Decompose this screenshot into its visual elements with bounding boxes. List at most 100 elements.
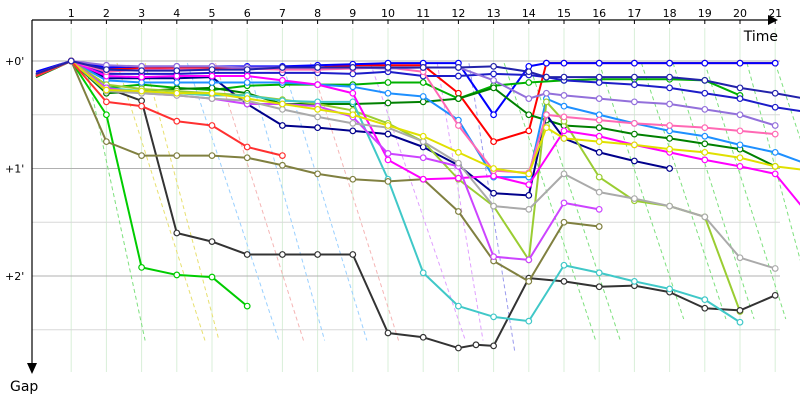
data-point bbox=[349, 251, 357, 258]
data-point bbox=[701, 304, 709, 312]
data-point bbox=[455, 64, 462, 71]
data-point bbox=[560, 102, 568, 110]
data-point bbox=[419, 333, 427, 341]
data-point bbox=[631, 81, 638, 89]
data-point bbox=[384, 89, 392, 97]
data-point bbox=[631, 59, 638, 67]
y-tick-label: +2' bbox=[5, 270, 24, 283]
data-point bbox=[138, 79, 146, 86]
data-point bbox=[455, 89, 462, 97]
data-point bbox=[384, 156, 392, 164]
x-tick-label: 15 bbox=[557, 7, 571, 20]
axes: 1 2 3 4 5 6 7 8 9 10 11 12 13 14 15 16 17 18 19 20 21+0'+1'+… bbox=[5, 7, 782, 395]
data-point bbox=[595, 269, 603, 277]
data-point bbox=[349, 64, 357, 71]
data-point bbox=[595, 116, 603, 124]
data-point bbox=[314, 81, 322, 89]
data-point bbox=[543, 111, 550, 119]
data-point bbox=[419, 154, 427, 162]
data-point bbox=[419, 64, 427, 71]
data-point bbox=[701, 124, 709, 132]
data-point bbox=[279, 251, 286, 258]
data-point bbox=[472, 341, 480, 349]
data-point bbox=[525, 317, 533, 325]
data-point bbox=[102, 138, 110, 146]
data-point bbox=[384, 99, 392, 107]
data-point bbox=[490, 172, 498, 180]
series-20 bbox=[35, 57, 800, 99]
data-point bbox=[243, 66, 251, 73]
data-point bbox=[736, 318, 744, 326]
data-point bbox=[595, 173, 603, 181]
data-point bbox=[736, 254, 744, 262]
data-point bbox=[349, 127, 357, 135]
data-point bbox=[631, 157, 638, 165]
x-tick-label: 17 bbox=[627, 7, 641, 20]
data-point bbox=[771, 59, 779, 67]
data-point bbox=[314, 170, 322, 178]
data-point bbox=[384, 64, 392, 71]
data-point bbox=[173, 117, 181, 125]
data-point bbox=[525, 79, 533, 86]
x-tick-label: 9 bbox=[349, 7, 356, 20]
y-tick-label: +0' bbox=[5, 55, 24, 68]
data-point bbox=[279, 161, 286, 169]
data-point bbox=[279, 100, 286, 108]
data-point bbox=[455, 208, 462, 215]
data-point bbox=[560, 59, 568, 67]
guide-line bbox=[281, 63, 368, 341]
data-point bbox=[560, 134, 568, 142]
data-point bbox=[279, 76, 286, 84]
data-point bbox=[560, 199, 568, 207]
data-point bbox=[771, 148, 779, 156]
data-point bbox=[543, 73, 550, 81]
data-point bbox=[349, 119, 357, 127]
data-point bbox=[279, 152, 286, 160]
data-point bbox=[525, 191, 533, 199]
data-point bbox=[384, 177, 392, 185]
data-point bbox=[560, 218, 568, 226]
data-point bbox=[595, 79, 603, 86]
data-point bbox=[384, 150, 392, 157]
data-point bbox=[525, 277, 533, 285]
data-point bbox=[595, 188, 603, 196]
data-point bbox=[279, 122, 286, 129]
data-point bbox=[208, 95, 216, 103]
x-tick-label: 19 bbox=[698, 7, 712, 20]
data-point bbox=[173, 79, 181, 86]
data-point bbox=[736, 154, 744, 162]
data-point bbox=[138, 102, 146, 110]
data-point bbox=[631, 277, 638, 285]
data-point bbox=[490, 189, 498, 197]
data-point bbox=[666, 73, 673, 81]
x-tick-label: 14 bbox=[522, 7, 536, 20]
data-point bbox=[419, 98, 427, 106]
data-point bbox=[349, 83, 357, 91]
data-point bbox=[525, 68, 533, 76]
data-point bbox=[736, 141, 744, 149]
x-tick-label: 5 bbox=[209, 7, 216, 20]
data-point bbox=[419, 138, 427, 146]
data-point bbox=[455, 344, 462, 352]
data-point bbox=[208, 84, 216, 92]
series-line bbox=[35, 60, 800, 179]
data-point bbox=[666, 134, 673, 142]
data-point bbox=[419, 79, 427, 86]
series-7 bbox=[35, 57, 800, 181]
data-point bbox=[243, 79, 251, 86]
data-point bbox=[102, 86, 110, 94]
series-line bbox=[35, 60, 800, 175]
data-point bbox=[701, 76, 709, 84]
data-point bbox=[243, 95, 251, 103]
x-tick-label: 8 bbox=[314, 7, 321, 20]
data-point bbox=[771, 130, 779, 138]
data-point bbox=[243, 302, 251, 310]
data-point bbox=[243, 154, 251, 162]
data-point bbox=[701, 59, 709, 67]
data-point bbox=[490, 313, 498, 321]
x-tick-label: 16 bbox=[592, 7, 606, 20]
data-point bbox=[173, 67, 181, 75]
x-tick-label: 7 bbox=[279, 7, 286, 20]
data-point bbox=[701, 156, 709, 164]
data-point bbox=[208, 273, 216, 281]
